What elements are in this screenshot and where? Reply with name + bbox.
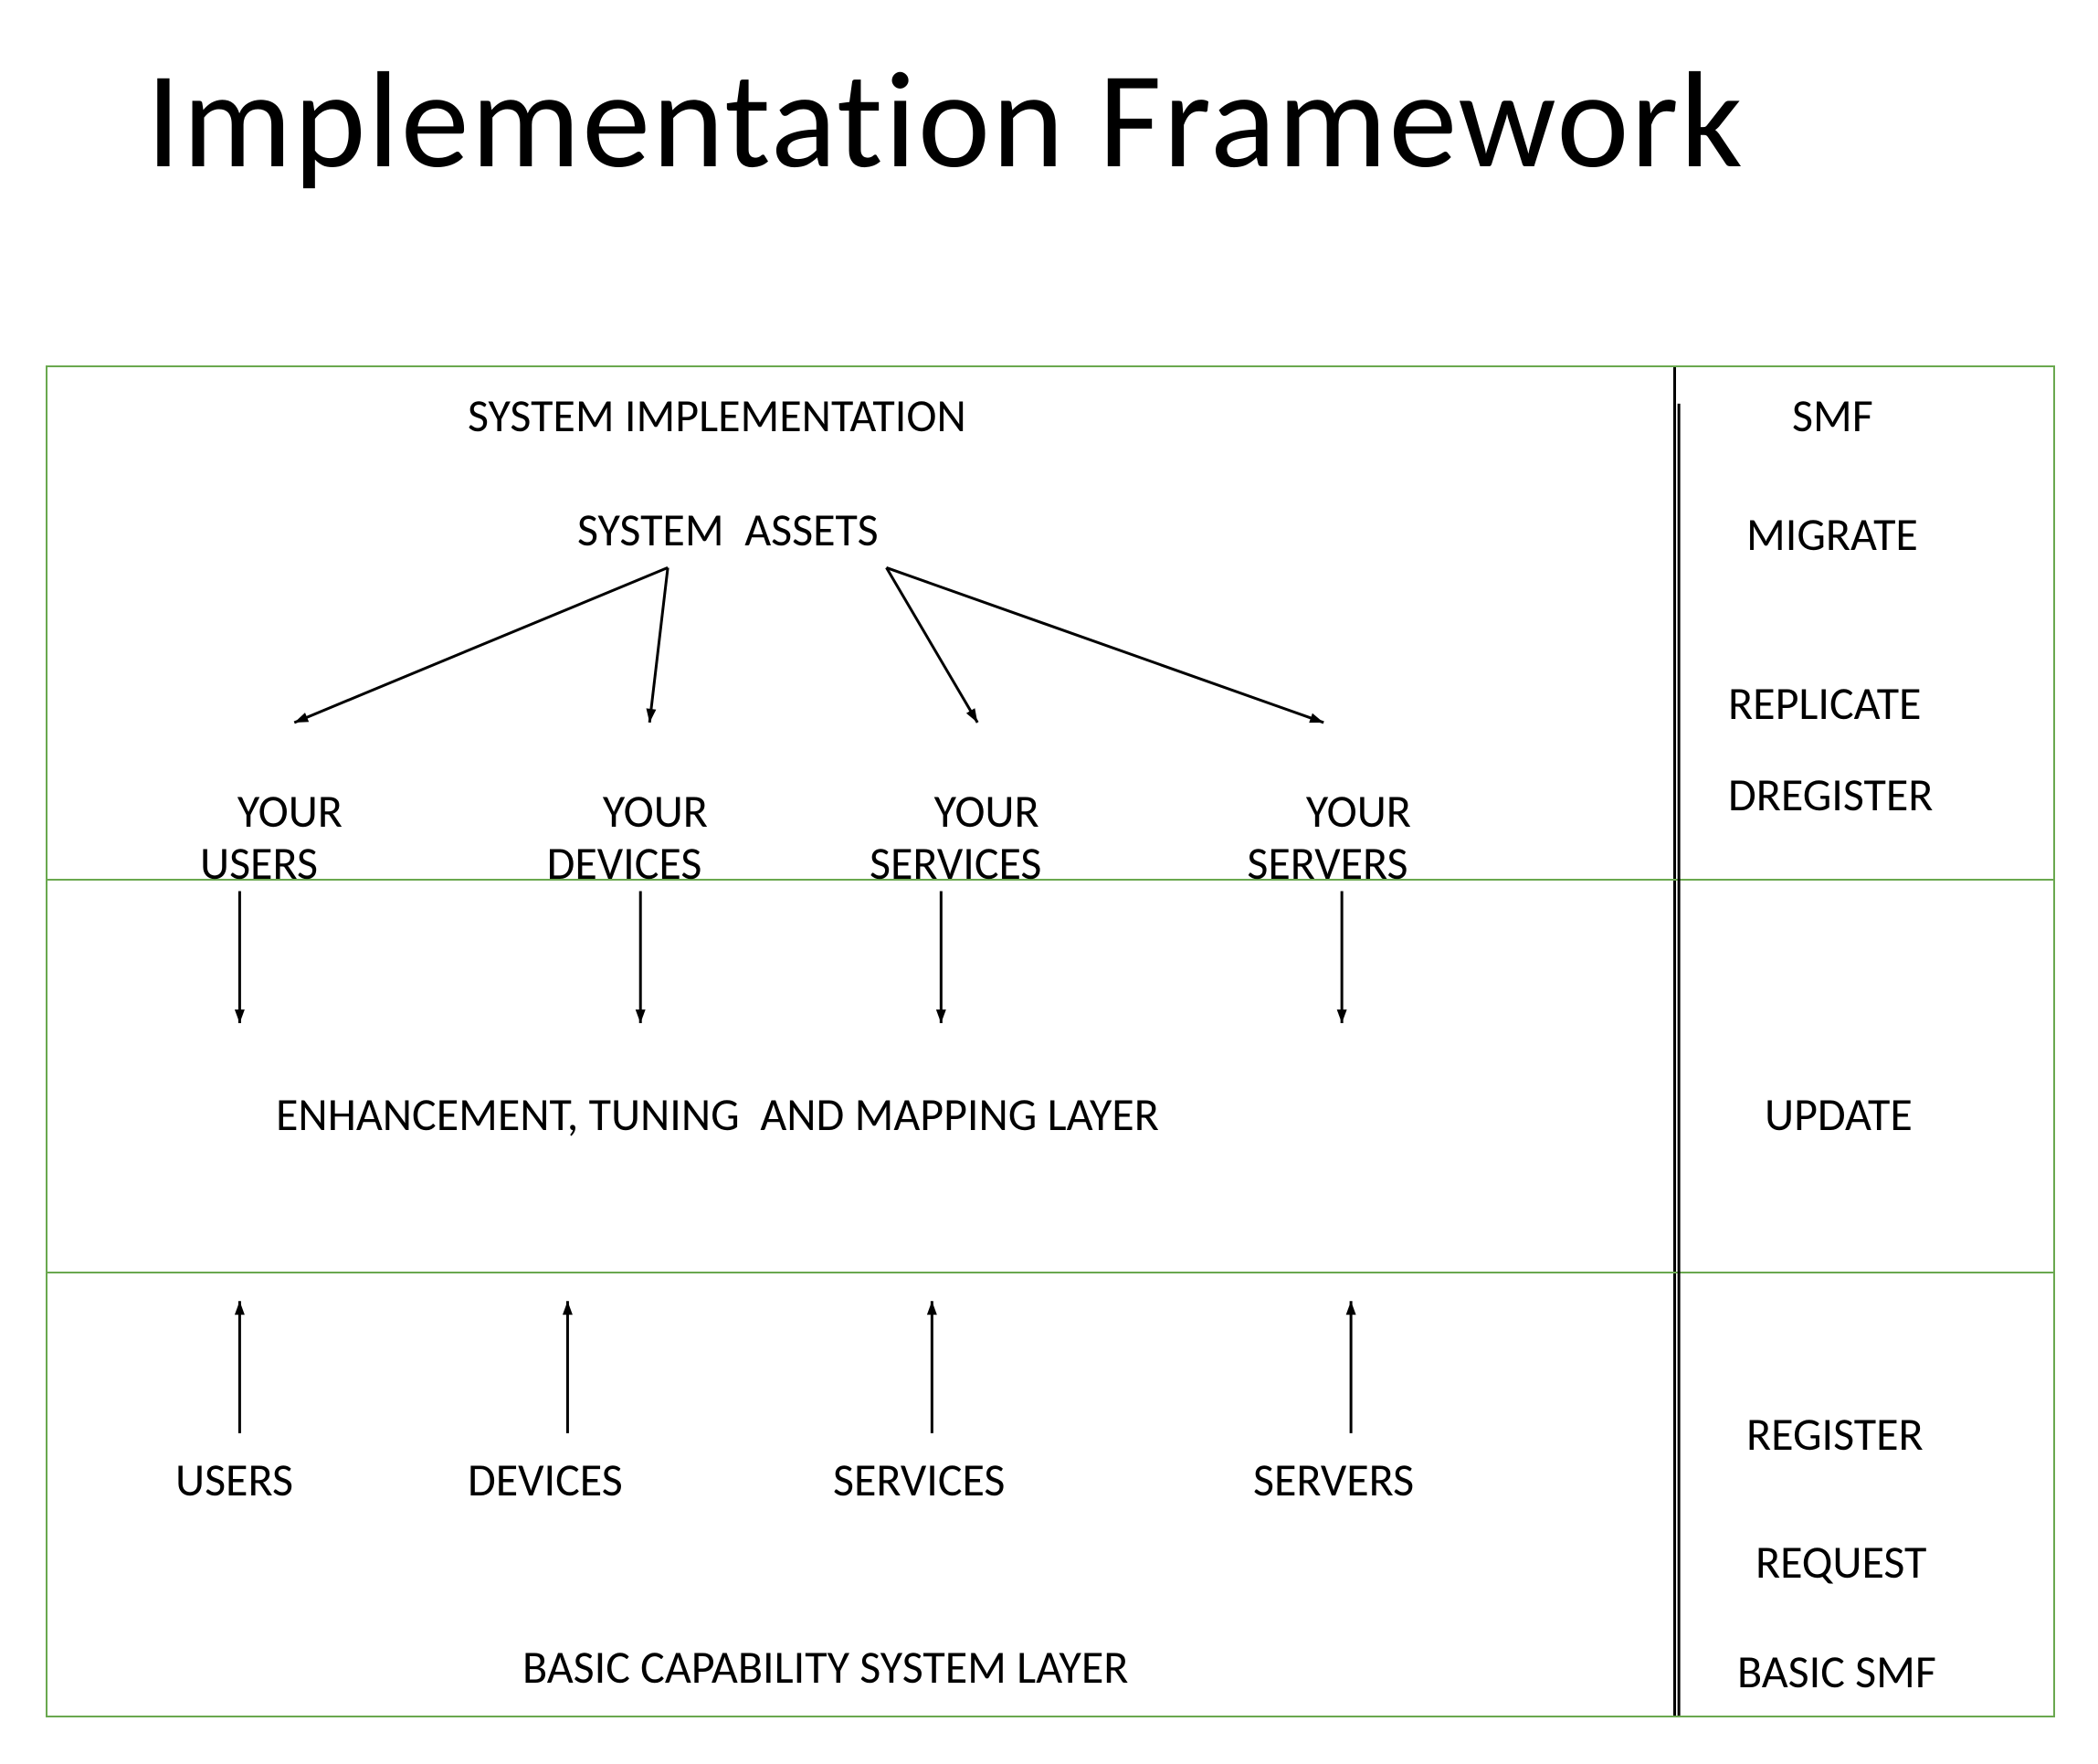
row-divider-1 [47,879,2053,881]
item-services: SERVICES [833,1454,1005,1507]
item-devices: DEVICES [468,1454,623,1507]
row2-label: ENHANCEMENT, TUNING AND MAPPING LAYER [276,1089,1159,1142]
side-replicate: REPLICATE [1728,678,1921,731]
asset-servers: YOURSERVERS [1244,733,1411,943]
vertical-divider [1673,367,1676,1716]
diagram-frame: SYSTEM IMPLEMENTATION SYSTEM ASSETS YOUR… [46,365,2055,1717]
side-request: REQUEST [1755,1537,1926,1590]
row1-header: SYSTEM IMPLEMENTATION [468,390,966,443]
row1-subheader: SYSTEM ASSETS [577,504,879,557]
row-divider-2 [47,1272,2053,1273]
page-title: Implementation Framework [146,37,1745,204]
side-register: REGISTER [1746,1409,1924,1462]
side-dregister: DREGISTER [1728,769,1933,822]
page: Implementation Framework SYSTEM IMPLEMEN… [0,0,2098,1764]
arrows-layer [47,367,2053,1716]
asset-devices: YOURDEVICES [541,733,708,943]
side-basic-smf: BASIC SMF [1737,1646,1936,1699]
row3-footer: BASIC CAPABILITY SYSTEM LAYER [522,1642,1128,1695]
item-users: USERS [175,1454,293,1507]
side-smf: SMF [1792,390,1873,443]
item-servers: SERVERS [1253,1454,1414,1507]
side-migrate: MIGRATE [1746,509,1918,562]
asset-users: YOURUSERS [175,733,343,943]
side-update: UPDATE [1765,1089,1913,1142]
asset-services: YOURSERVICES [870,733,1041,943]
